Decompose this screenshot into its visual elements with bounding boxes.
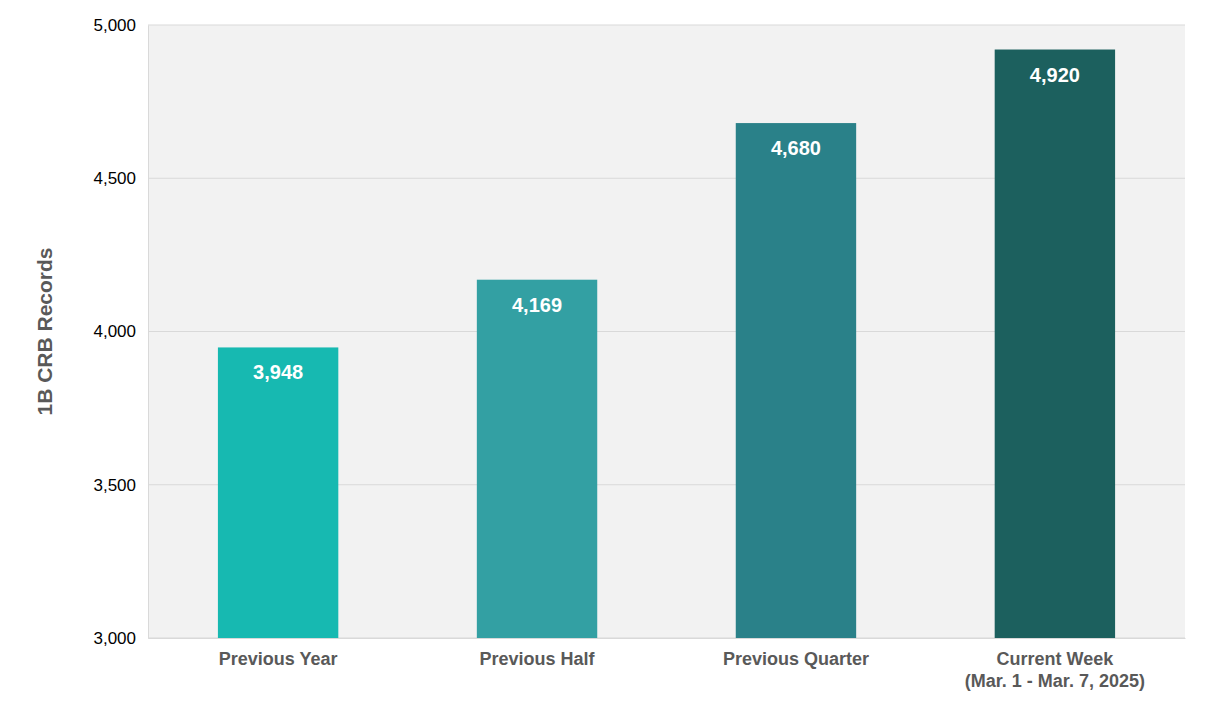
x-tick: Previous Year [219, 638, 338, 669]
x-axis: Previous Year Previous Half Previous Quart… [149, 638, 1186, 691]
x-tick-label: Previous Quarter [723, 649, 869, 669]
y-tick: 4,500 [93, 169, 148, 188]
bar [218, 347, 338, 638]
data-label: 4,920 [1030, 64, 1080, 86]
x-tick: Previous Half [480, 638, 596, 669]
y-axis: 3,000 3,500 4,000 4,500 5,000 [93, 16, 148, 648]
x-tick-label-line: (Mar. 1 - Mar. 7, 2025) [965, 671, 1145, 691]
y-tick: 3,500 [93, 476, 148, 495]
bar [995, 50, 1115, 638]
y-tick-label: 3,000 [93, 629, 136, 648]
plot-background [148, 25, 1185, 638]
x-tick-label: Previous Year [219, 649, 338, 669]
grid [148, 25, 1185, 638]
data-label: 4,169 [512, 294, 562, 316]
bar [736, 123, 856, 638]
y-tick-label: 5,000 [93, 16, 136, 35]
y-tick-label: 4,500 [93, 169, 136, 188]
x-axis-line [149, 638, 1186, 639]
x-tick: Previous Quarter [723, 638, 869, 669]
bars [218, 50, 1115, 638]
grid-line [148, 25, 1185, 26]
x-tick-label-line: Previous Year [219, 649, 338, 669]
y-tick-label: 4,000 [93, 322, 136, 341]
data-labels: 3,948 4,169 4,680 4,920 [253, 64, 1080, 384]
x-tick-label: Current Week(Mar. 1 - Mar. 7, 2025) [965, 649, 1145, 692]
y-axis-line [148, 26, 149, 639]
y-tick: 5,000 [93, 16, 148, 35]
plot: 3,0003,5004,0004,5005,000Previous YearPr… [93, 16, 1185, 691]
y-tick: 3,000 [93, 629, 148, 648]
x-tick-label: Previous Half [480, 649, 596, 669]
y-tick-label: 3,500 [93, 476, 136, 495]
data-label: 3,948 [253, 361, 303, 383]
bar [477, 280, 597, 638]
x-tick-label-line: Current Week [997, 649, 1115, 669]
data-label: 4,680 [771, 137, 821, 159]
x-tick-label-line: Previous Quarter [723, 649, 869, 669]
x-tick: Current Week(Mar. 1 - Mar. 7, 2025) [965, 638, 1145, 691]
y-axis-title: 1B CRB Records [33, 247, 56, 415]
y-tick: 4,000 [93, 322, 148, 341]
x-tick-label-line: Previous Half [480, 649, 596, 669]
chart: 3,0003,5004,0004,5005,000Previous YearPr… [0, 0, 1210, 722]
